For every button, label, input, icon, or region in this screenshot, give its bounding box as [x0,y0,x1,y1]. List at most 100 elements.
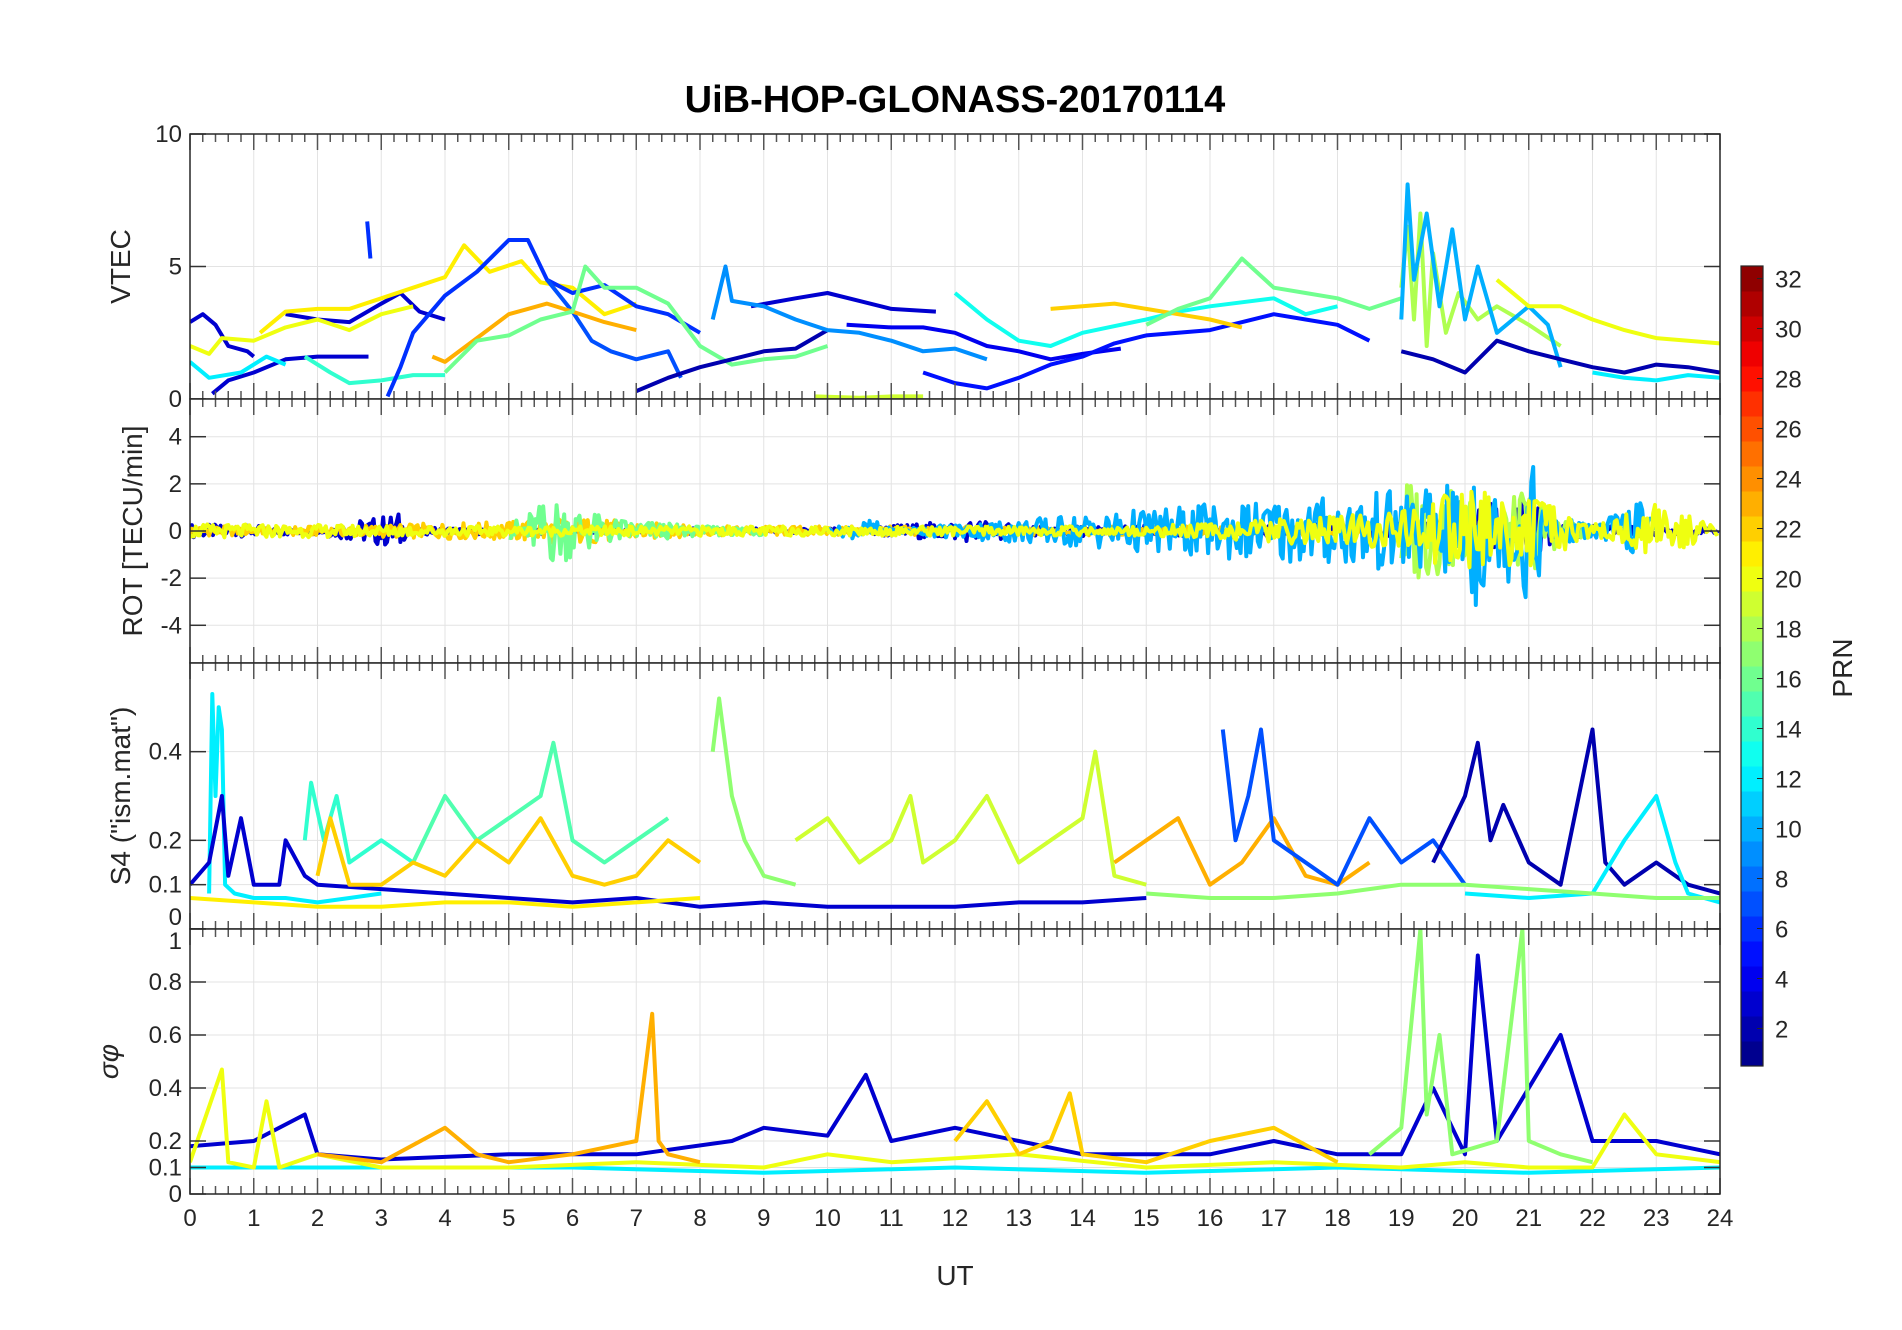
colorbar-swatch [1741,666,1763,692]
series-line-prn-17 [1146,882,1720,900]
series-line-prn-5 [922,312,1371,391]
series-line-prn-19 [814,394,924,399]
series-line-prn-9 [710,264,988,362]
y-axis-label-vtec: VTEC [105,229,136,304]
series-line-prn-17 [1368,929,1593,1165]
colorbar-tick-label: 32 [1775,267,1802,294]
panel-vtec: 0 5 10 VTEC [105,121,1721,413]
series-line-prn-13 [953,291,1338,348]
series-line-prn-3 [211,354,369,396]
series-line-prn-7 [1220,727,1467,887]
series-line-prn-2 [635,328,829,393]
x-tick-label: 2 [311,1205,324,1232]
colorbar-swatch [1741,591,1763,617]
colorbar-swatch [1741,741,1763,767]
y-tick-label: 0.2 [149,827,182,854]
x-tick-label: 11 [879,1205,904,1232]
x-axis-label: UT [936,1260,973,1291]
series-line-prn-20 [1495,278,1720,346]
colorbar-swatch [1741,1041,1763,1067]
y-tick-label: 0.1 [149,1155,182,1182]
series-line-prn-21 [258,243,637,335]
colorbar-tick-label: 8 [1775,867,1788,894]
colorbar-swatch [1741,841,1763,867]
colorbar-tick-label: 24 [1775,467,1802,494]
x-tick-label: 21 [1515,1205,1542,1232]
y-tick-label: 10 [155,121,182,148]
x-tick-label: 20 [1452,1205,1479,1232]
colorbar-tick-label: 6 [1775,917,1788,944]
series-line-prn-16 [1145,256,1402,327]
colorbar-swatch [1741,716,1763,742]
series-line-prn-3 [190,794,1147,909]
series-line-prn-12 [1592,370,1720,383]
series-line-prn-22 [953,1091,1339,1165]
y-axis-label-rot: ROT [TECU/min] [117,425,148,636]
series-group [190,465,1720,607]
x-tick-label: 10 [814,1205,841,1232]
colorbar-swatch [1741,541,1763,567]
y-tick-label: 0 [169,386,182,413]
colorbar-tick-label: 10 [1775,817,1802,844]
x-tick-label: 24 [1707,1205,1734,1232]
series-line-prn-12 [190,354,287,380]
colorbar-tick-label: 18 [1775,617,1802,644]
colorbar-swatch [1741,266,1763,292]
y-axis-label-sigma: σφ [93,1044,124,1079]
y-tick-label: 5 [169,254,182,281]
colorbar-tick-label: 26 [1775,417,1802,444]
colorbar-tick-label: 20 [1775,567,1802,594]
y-tick-label: 0.1 [149,872,182,899]
colorbar-tick-label: 4 [1775,967,1788,994]
series-line-prn-14 [303,354,445,386]
series-line-prn-2 [1400,338,1720,375]
panel-rot: -4 -2 0 2 4 ROT [TECU/min] [117,398,1721,664]
colorbar-swatch [1741,991,1763,1017]
series-line-prn-6 [365,221,373,259]
y-tick-label: 0 [169,518,182,545]
colorbar-tick-label: 16 [1775,667,1802,694]
y-tick-label: 2 [169,471,182,498]
colorbar-swatch [1741,566,1763,592]
series-line-prn-23 [1113,816,1371,887]
colorbar-swatch [1741,766,1763,792]
colorbar-swatch [1741,466,1763,492]
x-tick-label: 1 [247,1205,260,1232]
series-line-prn-17 [710,696,797,887]
y-tick-label: 0 [169,1181,182,1208]
colorbar-swatch [1741,416,1763,442]
series-line-prn-14 [302,780,415,865]
y-tick-label: 0.2 [149,1128,182,1155]
series-line-prn-4 [846,322,1122,362]
series-line-prn-22 [1050,301,1243,330]
chart-title: UiB-HOP-GLONASS-20170114 [685,79,1226,121]
series-line-prn-3 [190,953,1720,1162]
series-line-prn-16 [443,264,829,374]
series-line-prn-10 [1399,182,1563,368]
y-tick-label: -2 [161,565,182,592]
x-tick-label: 18 [1324,1205,1351,1232]
series-line-prn-21 [190,896,701,909]
x-tick-label: 7 [630,1205,643,1232]
x-tick-label: 15 [1133,1205,1160,1232]
colorbar-swatch [1741,941,1763,967]
colorbar-tick-label: 12 [1775,767,1802,794]
panel-s4: 0 0.1 0.2 0.4 S4 ("ism.mat") [105,662,1721,931]
colorbar-swatch [1741,866,1763,892]
series-line-prn-20 [190,489,1720,570]
y-tick-label: 0.8 [149,969,182,996]
series-line-prn-6 [385,238,702,398]
colorbar-label: PRN [1827,638,1858,697]
x-tick-label: 6 [566,1205,579,1232]
x-tick-label: 16 [1197,1205,1224,1232]
x-tick-label: 0 [183,1205,196,1232]
series-line-prn-3 [190,312,256,359]
series-line-prn-20 [190,1067,1720,1170]
series-line-prn-15 [411,740,670,865]
x-tick-label: 12 [942,1205,969,1232]
series-line-prn-12 [1464,794,1720,905]
series-line-prn-23 [431,301,637,364]
x-tick-label: 23 [1643,1205,1670,1232]
colorbar-swatch [1741,1016,1763,1042]
